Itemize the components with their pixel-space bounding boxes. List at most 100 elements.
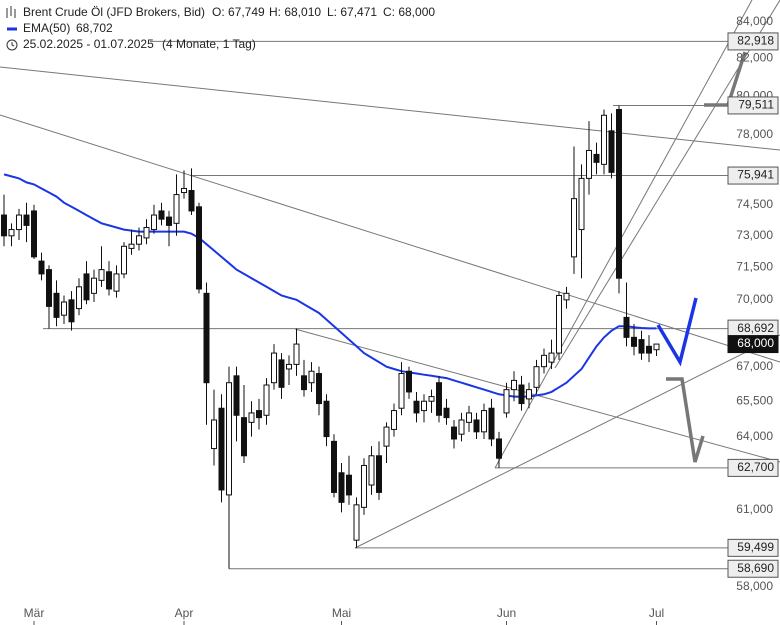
candle-body [398, 373, 405, 409]
candle-body [113, 273, 120, 292]
candle-body [263, 384, 270, 416]
ema-line [3, 173, 657, 398]
level-label: 68,692 [737, 321, 774, 335]
level-box [727, 32, 779, 51]
level-box [727, 559, 779, 578]
candle-body [53, 292, 60, 318]
candle-body [503, 389, 510, 414]
candle-body [83, 273, 90, 301]
candle-body [451, 426, 457, 440]
clock-icon [6, 39, 18, 51]
candle-body [578, 177, 585, 231]
candle-body [406, 370, 412, 393]
instrument-title: Brent Crude Öl (JFD Brokers, Bid) [23, 5, 205, 19]
high-label: H: 68,010 [269, 5, 321, 19]
y-tick-label: 71,500 [736, 260, 773, 274]
candle-body [233, 375, 240, 416]
level-box [727, 166, 779, 185]
candle-body [323, 400, 330, 438]
candle-body [653, 343, 660, 351]
level-label: 62,700 [737, 460, 774, 474]
candle-body [511, 379, 517, 391]
candle-body [226, 382, 232, 496]
candle-body [121, 245, 127, 275]
candle-body [526, 389, 532, 400]
candle-body [481, 410, 487, 433]
candle-body [68, 299, 75, 323]
candle-body [443, 407, 450, 419]
candle-body [428, 396, 435, 402]
candle-body [541, 354, 547, 368]
price-label: 68,000 [737, 336, 774, 350]
candle-body [301, 375, 307, 391]
candle-body [646, 345, 652, 354]
x-tick-label: Apr [175, 606, 194, 620]
candle-body [196, 206, 202, 290]
candle-body [308, 370, 315, 384]
open-label: O: 67,749 [212, 5, 265, 19]
candle-body [466, 412, 472, 423]
y-tick-label: 67,000 [736, 359, 773, 373]
candle-body [586, 149, 592, 179]
y-tick-label: 74,500 [736, 197, 773, 211]
candle-body [136, 235, 142, 245]
candle-body [556, 294, 562, 354]
candle-body [391, 410, 397, 430]
candle-body [488, 407, 495, 440]
candle-body [383, 426, 390, 447]
level-label: 82,918 [737, 34, 774, 48]
candle-body [98, 269, 105, 281]
candle-body [23, 214, 30, 226]
candle-body [376, 455, 382, 493]
candle-body [271, 352, 277, 384]
candle-body [31, 210, 37, 258]
candle-body [458, 419, 465, 435]
candle-body [173, 194, 180, 224]
candle-body [473, 419, 480, 433]
candle-body [331, 440, 337, 493]
y-tick-label: 73,000 [736, 228, 773, 242]
trendline [0, 114, 780, 363]
level-label: 79,511 [738, 98, 774, 112]
bar-icon [6, 6, 16, 18]
candle-body [286, 363, 292, 370]
candle-body [548, 352, 555, 363]
level-label: 59,499 [737, 540, 774, 554]
candle-body [533, 366, 540, 388]
level-label: 75,941 [737, 168, 774, 182]
candle-body [353, 504, 360, 541]
ema-legend: EMA(50) [23, 21, 70, 35]
level-label: 58,690 [737, 561, 774, 575]
candle-body [436, 382, 442, 416]
trendline [494, 0, 753, 469]
candle-body [368, 455, 375, 486]
candle-body [143, 226, 150, 239]
trendline [354, 334, 780, 549]
candle-body [151, 214, 157, 231]
axis: 58,000 61,000 64,000 65,500 67,000 70,000 71,5… [24, 14, 779, 625]
x-tick-label: Jun [497, 606, 516, 620]
y-tick-label: 64,000 [736, 429, 773, 443]
y-tick-label: 82,000 [736, 51, 773, 65]
forecast-down [666, 377, 705, 463]
candle-body [106, 271, 112, 290]
candle-body [631, 336, 637, 347]
period: (4 Monate, 1 Tag) [162, 37, 256, 51]
candle-body [518, 384, 525, 405]
candle-body [8, 229, 15, 237]
y-tick-label: 58,000 [736, 579, 773, 593]
candle-body [241, 417, 247, 457]
close-label: C: 68,000 [383, 5, 435, 19]
candle-body [413, 400, 420, 414]
ema-value: 68,702 [76, 21, 113, 35]
candle-body [76, 286, 82, 310]
trendline [0, 66, 780, 151]
y-tick-label: 78,000 [736, 127, 773, 141]
candle-body [46, 269, 52, 307]
candle-body [601, 114, 607, 165]
candle-body [293, 343, 300, 365]
x-tick-label: Jul [649, 606, 664, 620]
candle-body [361, 464, 367, 508]
